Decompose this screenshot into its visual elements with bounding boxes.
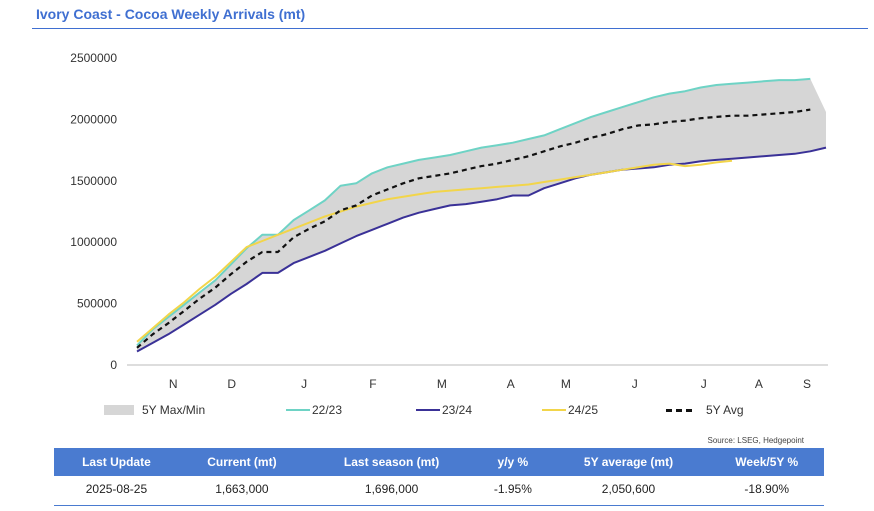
legend-2425: 24/25: [542, 402, 598, 418]
x-month-label: M: [561, 377, 571, 391]
series-line-5y-avg: [136, 108, 811, 349]
stats-header: Last season (mt): [304, 448, 479, 476]
y-tick-label: 1500000: [70, 174, 117, 188]
y-tick-label: 500000: [77, 297, 117, 311]
series-line-23-24: [136, 146, 827, 353]
cocoa-arrivals-chart: 0 500000 1000000 1500000 2000000 2500000 N D J F M…: [70, 51, 828, 391]
legend-5yavg: 5Y Avg: [666, 402, 744, 418]
legend-5yavg-swatch: [666, 408, 692, 412]
legend-2324-swatch: [416, 409, 440, 411]
x-month-label: J: [301, 377, 307, 391]
legend-2223: 22/23: [286, 402, 342, 418]
stats-header: Last Update: [54, 448, 179, 476]
stats-cell: -18.90%: [744, 482, 790, 496]
series-line-24-25: [136, 159, 733, 343]
x-month-label: A: [755, 377, 763, 391]
y-tick-label: 0: [110, 358, 117, 372]
table-bottom-rule: [54, 505, 824, 506]
stats-header: Week/5Y %: [709, 448, 824, 476]
legend-5yavg-label: 5Y Avg: [706, 403, 744, 417]
legend-band-label: 5Y Max/Min: [142, 403, 206, 417]
legend-band: 5Y Max/Min: [104, 402, 205, 418]
legend-2324-label: 23/24: [442, 403, 473, 417]
stats-header-row: Last Update Current (mt) Last season (mt…: [54, 448, 824, 476]
stats-cell: 2025-08-25: [85, 482, 148, 496]
x-month-label: J: [632, 377, 638, 391]
x-month-label: M: [437, 377, 447, 391]
stats-cell: 2,050,600: [601, 482, 656, 496]
legend-band-swatch: [104, 405, 134, 415]
x-month-label: A: [507, 377, 515, 391]
x-month-label: J: [701, 377, 707, 391]
stats-cell: 1,663,000: [215, 482, 269, 496]
y-tick-label: 2500000: [70, 51, 117, 65]
x-month-label: N: [169, 377, 178, 391]
stats-header: 5Y average (mt): [547, 448, 710, 476]
stats-header: Current (mt): [178, 448, 305, 476]
legend-2223-label: 22/23: [312, 403, 343, 417]
stats-table: Last Update Current (mt) Last season (mt…: [54, 448, 824, 502]
stats-header: y/y %: [478, 448, 548, 476]
stats-cell: 1,696,000: [364, 482, 419, 496]
stats-cell: -1.95%: [493, 482, 532, 496]
y-tick-label: 1000000: [70, 235, 117, 249]
x-month-label: D: [227, 377, 236, 391]
band-5y-maxmin: [137, 78, 826, 352]
chart-title: Ivory Coast - Cocoa Weekly Arrivals (mt): [36, 6, 306, 22]
legend-2425-label: 24/25: [568, 403, 599, 417]
title-divider: [32, 28, 868, 29]
legend-2324: 23/24: [416, 402, 472, 418]
source-note: Source: LSEG, Hedgepoint: [707, 436, 804, 445]
stats-value-row: 2025-08-25 1,663,000 1,696,000 -1.95% 2,…: [54, 476, 824, 502]
x-month-label: F: [369, 377, 376, 391]
legend-2223-swatch: [286, 409, 310, 411]
x-month-label: S: [803, 377, 811, 391]
legend-2425-swatch: [542, 409, 566, 411]
y-tick-label: 2000000: [70, 112, 117, 126]
